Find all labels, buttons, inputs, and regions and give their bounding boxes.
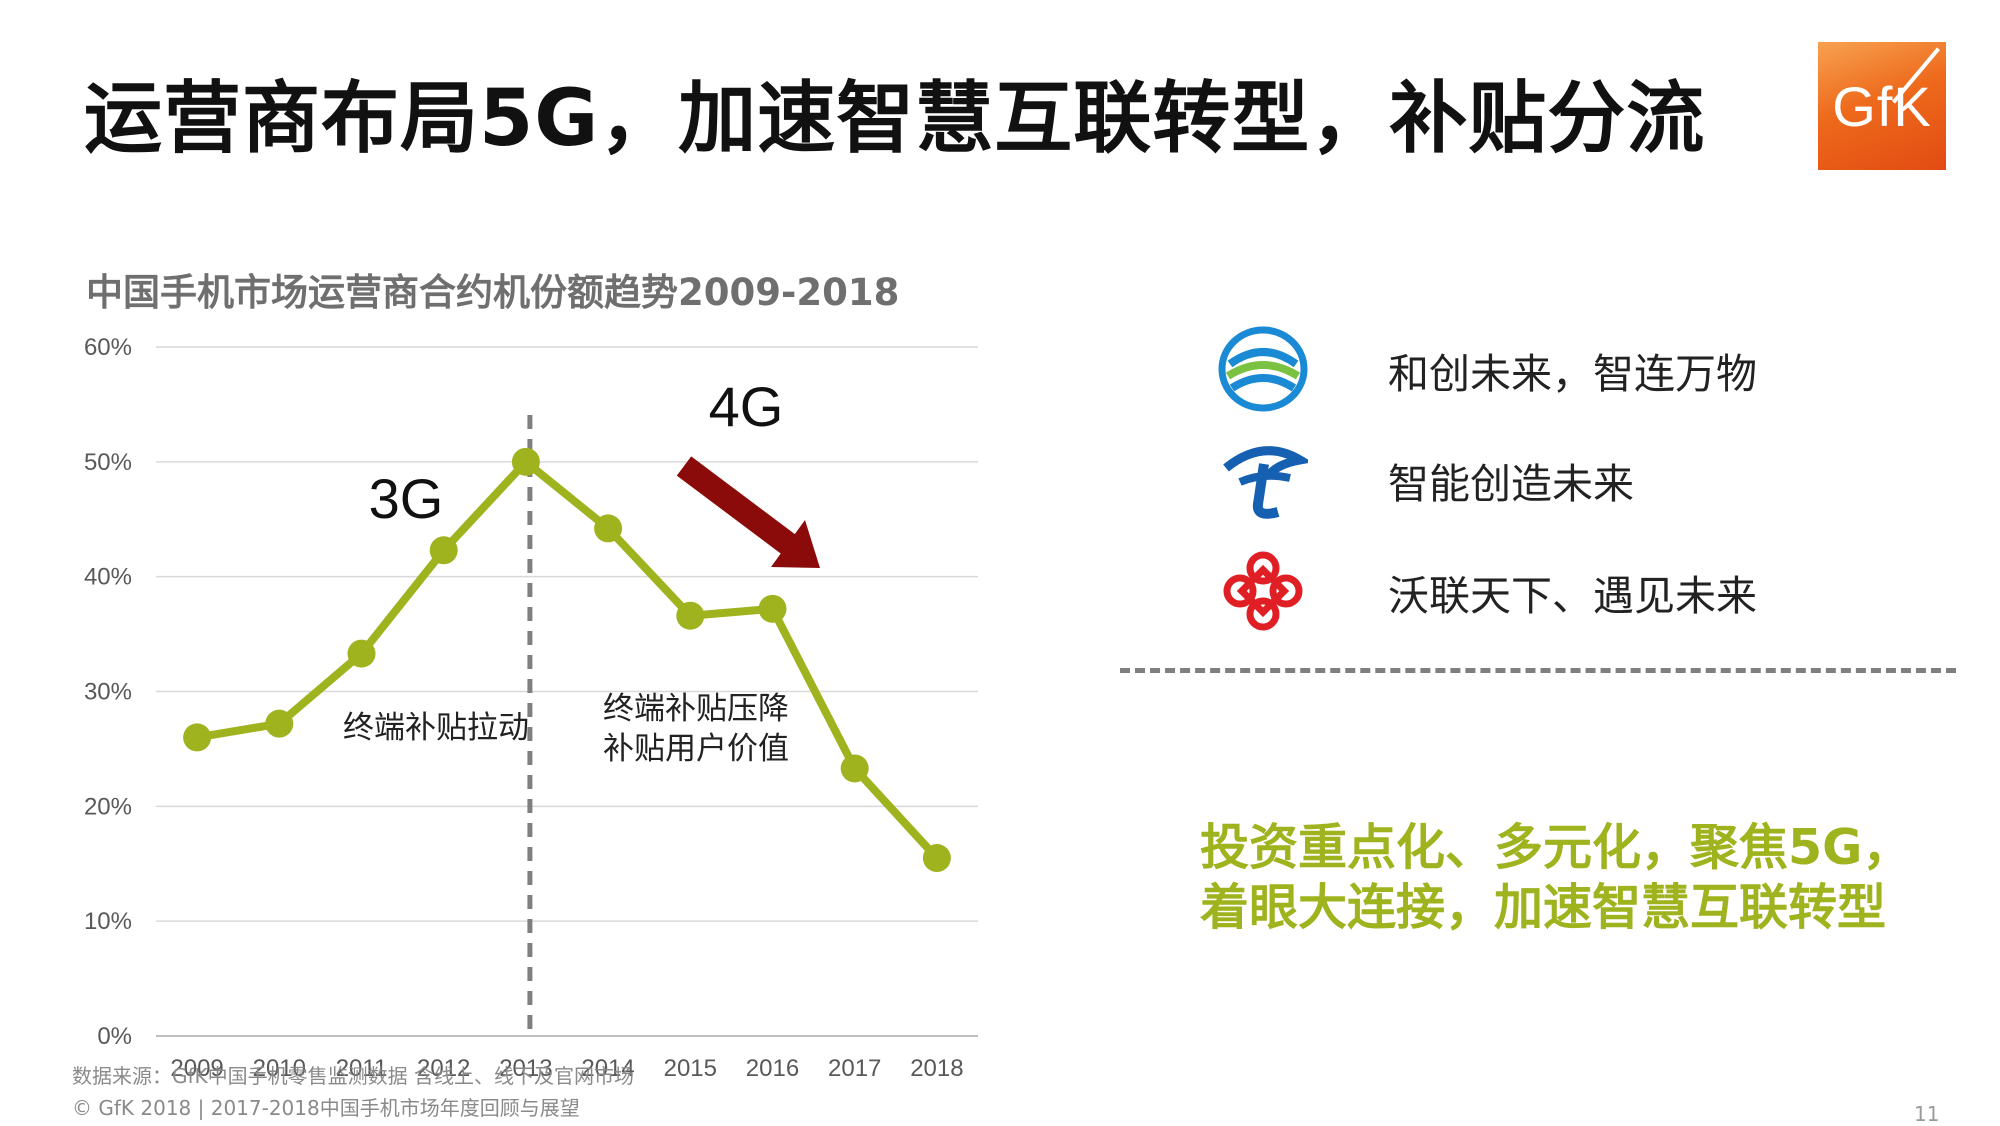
gfk-logo: GfK: [1818, 42, 1946, 170]
page-number: 11: [1914, 1102, 1940, 1126]
x-tick-label: 2014: [581, 1055, 634, 1082]
china-mobile-logo-icon: [1218, 326, 1308, 412]
label-layer: 0% 10% 20% 30% 40% 50% 60% 2009 2010 2011 2012 2013…: [84, 334, 964, 1082]
y-tick-label: 60%: [84, 334, 132, 361]
china-telecom-tagline: 智能创造未来: [1388, 460, 1634, 508]
x-tick-label: 2013: [499, 1055, 552, 1082]
china-unicom-logo-icon: [1223, 551, 1303, 631]
data-point-2017: [840, 754, 869, 783]
data-point-2012: [429, 536, 458, 565]
conclusion-line-2: 着眼大连接，加速智慧互联转型: [1200, 879, 1887, 936]
data-point-2014: [594, 514, 623, 543]
page-title: 运营商布局5G，加速智慧互联转型，补贴分流: [84, 74, 1706, 164]
y-tick-label: 50%: [84, 449, 132, 476]
x-tick-label: 2018: [910, 1055, 963, 1082]
x-tick-label: 2010: [253, 1055, 306, 1082]
china-mobile-tagline: 和创未来，智连万物: [1388, 350, 1757, 398]
x-tick-label: 2009: [170, 1055, 223, 1082]
data-point-2013: [511, 447, 540, 476]
x-tick-label: 2015: [664, 1055, 717, 1082]
section-divider: [1120, 668, 1956, 673]
x-tick-label: 2011: [336, 1055, 388, 1082]
data-point-2015: [676, 601, 705, 630]
subsidy-driven-note: 终端补贴拉动: [343, 710, 529, 746]
x-tick-label: 2012: [417, 1055, 470, 1082]
x-tick-label: 2017: [828, 1055, 881, 1082]
subsidy-reduction-note-line1: 终端补贴压降: [603, 691, 789, 727]
conclusion-line-1: 投资重点化、多元化，聚焦5G，: [1200, 819, 1912, 876]
data-point-2010: [265, 709, 294, 738]
china-unicom-tagline: 沃联天下、遇见未来: [1388, 572, 1757, 620]
y-tick-label: 10%: [84, 908, 132, 935]
y-tick-label: 40%: [84, 564, 132, 591]
decline-arrow-icon: [676, 456, 820, 568]
logo-text: GfK: [1832, 75, 1932, 138]
series-layer: [183, 447, 951, 873]
era-3g-label: 3G: [369, 467, 444, 530]
data-point-2016: [758, 594, 787, 623]
china-telecom-logo-icon: [1223, 446, 1308, 519]
y-tick-label: 0%: [97, 1023, 132, 1050]
y-tick-label: 20%: [84, 793, 132, 820]
data-source-note: 数据来源：GfK中国手机零售监测数据 含线上、线下及官网市场: [72, 1064, 635, 1088]
subsidy-reduction-note-line2: 补贴用户价值: [603, 731, 789, 767]
line-chart: 0% 10% 20% 30% 40% 50% 60% 2009 2010 2011 2012 2013…: [84, 334, 978, 1082]
data-point-2018: [922, 844, 951, 873]
chart-title: 中国手机市场运营商合约机份额趋势2009-2018: [86, 271, 900, 314]
data-point-2011: [347, 639, 376, 668]
data-point-2009: [183, 723, 212, 752]
series-line: [196, 457, 940, 861]
grid-layer: [156, 346, 978, 1037]
y-tick-label: 30%: [84, 679, 132, 706]
x-tick-label: 2016: [746, 1055, 799, 1082]
copyright-note: © GfK 2018 | 2017-2018中国手机市场年度回顾与展望: [72, 1096, 580, 1120]
era-4g-label: 4G: [709, 375, 784, 438]
